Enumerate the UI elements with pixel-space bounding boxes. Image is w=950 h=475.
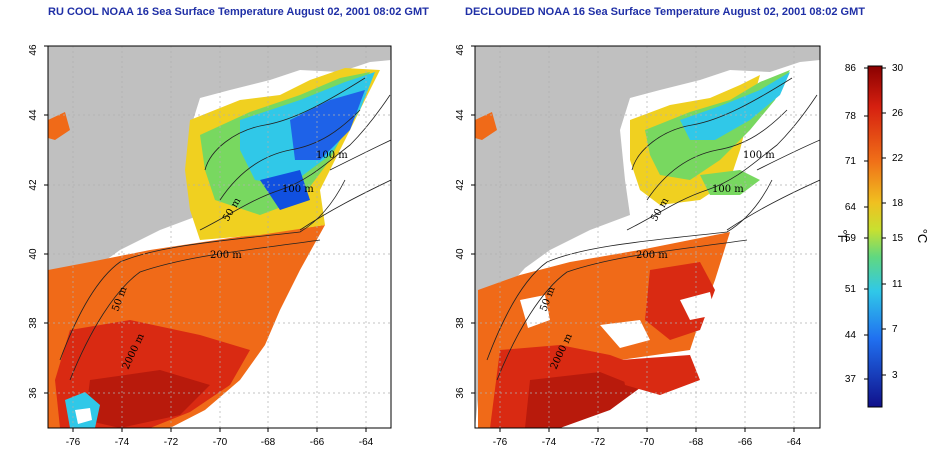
right-sst-hot4: [620, 355, 700, 395]
right-sst-hot3: [645, 262, 715, 340]
right-grid: [475, 46, 820, 428]
colorbar-f-tick: 59: [845, 233, 857, 244]
left-lat-tick: 42: [28, 179, 39, 191]
left-grid: [48, 46, 391, 428]
colorbar-f-tick: 78: [845, 111, 857, 122]
celsius-unit-label: °C: [915, 229, 930, 244]
right-sst-cyan: [680, 72, 790, 140]
left-lon-tick: -72: [164, 437, 179, 448]
right-lat-axis: 36 38 40 42 44 46: [455, 44, 475, 399]
fahrenheit-unit-label: °F: [835, 229, 850, 242]
right-lat-tick: 42: [455, 179, 466, 191]
colorbar-c-tick: 30: [892, 63, 904, 74]
left-lat-tick: 46: [28, 44, 39, 56]
colorbar-c-tick: 15: [892, 233, 904, 244]
left-land: [48, 46, 391, 428]
colorbar-c-tick: 11: [892, 279, 903, 290]
colorbar-c-tick: 26: [892, 108, 904, 119]
right-sst-hot2: [525, 372, 640, 428]
left-sst-blue: [290, 90, 365, 160]
colorbar-c-tick: 22: [892, 153, 904, 164]
left-lat-tick: 36: [28, 387, 39, 399]
colorbar-f-tick: 64: [845, 202, 857, 213]
left-lon-axis: -76 -74 -72 -70 -68 -66 -64: [66, 428, 374, 448]
right-lon-tick: -72: [591, 437, 606, 448]
colorbar-c-tick: 3: [892, 370, 898, 381]
left-lat-tick: 38: [28, 317, 39, 329]
left-lat-tick: 40: [28, 248, 39, 260]
right-lon-tick: -70: [640, 437, 655, 448]
colorbar-c-tick: 7: [892, 324, 898, 335]
right-land: [475, 46, 820, 428]
right-lat-tick: 46: [455, 44, 466, 56]
right-lat-tick: 44: [455, 109, 466, 121]
left-lon-tick: -76: [66, 437, 81, 448]
left-contour-label-100m-a: 100 m: [316, 150, 348, 161]
right-lon-tick: -68: [689, 437, 704, 448]
left-lon-tick: -66: [310, 437, 325, 448]
colorbar-f-tick: 44: [845, 330, 857, 341]
right-lat-tick: 38: [455, 317, 466, 329]
left-map: 100 m 100 m 50 m 200 m 50 m 2000 m: [48, 46, 391, 428]
colorbar-f-tick: 86: [845, 63, 857, 74]
left-lon-tick: -64: [359, 437, 374, 448]
colorbar-f-tick: 37: [845, 374, 857, 385]
left-lat-axis: 36 38 40 42 44 46: [28, 44, 48, 399]
right-contour-label-100m-a: 100 m: [743, 150, 775, 161]
left-lon-tick: -68: [261, 437, 276, 448]
right-lon-tick: -64: [787, 437, 802, 448]
left-sst-blue2: [260, 170, 310, 210]
left-lon-tick: -74: [115, 437, 130, 448]
left-contour-label-200m: 200 m: [210, 250, 242, 261]
right-lon-tick: -76: [493, 437, 508, 448]
right-lon-tick: -66: [738, 437, 753, 448]
right-lat-tick: 36: [455, 387, 466, 399]
right-lon-tick: -74: [542, 437, 557, 448]
right-map-title: DECLOUDED NOAA 16 Sea Surface Temperatur…: [465, 6, 865, 18]
left-map-title: RU COOL NOAA 16 Sea Surface Temperature …: [48, 6, 429, 18]
colorbar-f-tick: 51: [845, 284, 857, 295]
right-contour-label-200m: 200 m: [636, 250, 668, 261]
colorbar-c-tick: 18: [892, 198, 904, 209]
colorbar-gradient: [867, 65, 883, 408]
left-sst-hot2: [85, 370, 210, 428]
colorbar: 86 78 71 64 59 51 44 37 30 26 22 18 15 1…: [835, 63, 930, 408]
left-contour-label-100m-b: 100 m: [282, 184, 314, 195]
right-map: 100 m 100 m 50 m 200 m 50 m 2000 m: [475, 46, 820, 428]
right-contour-label-100m-b: 100 m: [712, 184, 744, 195]
left-lon-tick: -70: [213, 437, 228, 448]
colorbar-f-tick: 71: [845, 156, 857, 167]
left-lat-tick: 44: [28, 109, 39, 121]
right-lon-axis: -76 -74 -72 -70 -68 -66 -64: [493, 428, 802, 448]
right-lat-tick: 40: [455, 248, 466, 260]
left-bathymetry-contours: [59, 77, 391, 381]
right-bathymetry-contours: [486, 77, 820, 381]
